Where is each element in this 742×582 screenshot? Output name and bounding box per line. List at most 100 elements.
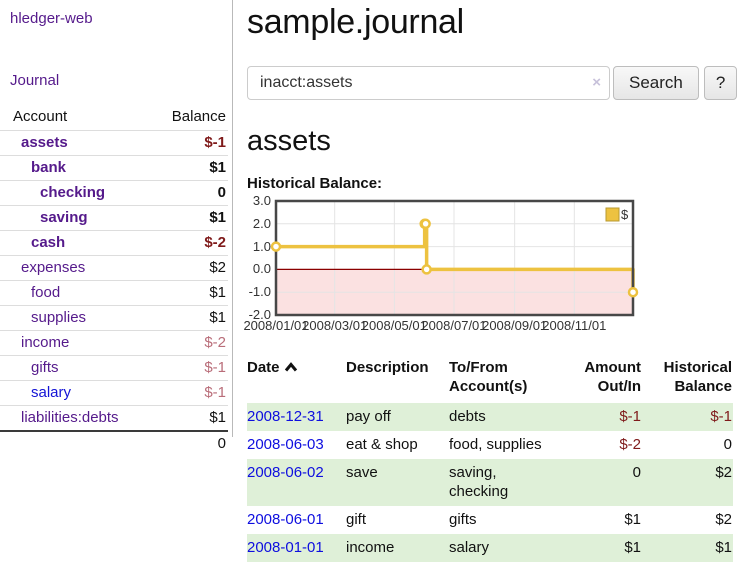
transaction-description: gift [346,511,367,528]
accounts-total-value: 0 [217,435,226,452]
register-header-row: Date Description To/From Account(s) Amou… [247,358,733,403]
account-row: assets $-1 [0,130,228,156]
accounts-table: Account Balance assets $-1 bank $1 checking 0… [0,104,228,456]
transaction-row: 2008-12-31 pay off debts $-1 $-1 [247,403,733,431]
account-row: supplies $1 [0,305,228,331]
x-axis-tick-label: 2008/07/01 [421,318,487,333]
account-balance: $-1 [204,384,226,401]
x-axis-tick-label: 2008/05/01 [361,318,427,333]
transaction-amount: 0 [632,464,641,481]
accounts-header-row: Account Balance [0,104,228,131]
account-link-supplies[interactable]: supplies [31,309,87,326]
account-row: liabilities:debts $1 [0,405,228,432]
account-row: bank $1 [0,155,228,181]
transaction-row: 2008-06-01 gift gifts $1 $2 [247,506,733,534]
account-link-gifts[interactable]: gifts [31,359,59,376]
account-balance: $-1 [204,359,226,376]
transaction-row: 2008-06-03 eat & shop food, supplies $-2 0 [247,431,733,459]
account-link-cash[interactable]: cash [31,234,66,251]
account-link-income[interactable]: income [21,334,70,351]
clear-search-icon[interactable]: × [592,74,601,91]
y-axis-tick-label: 0.0 [252,261,271,277]
transaction-description: save [346,464,378,481]
historical-balance-chart: $ 3.0 2.0 1.0 0.0 -1.0 -2.0 2008/01/01 2008/03/… [243,193,733,339]
register-header-balance: Historical Balance [663,359,732,395]
transaction-balance: $1 [715,539,732,556]
transaction-description: pay off [346,408,391,425]
account-balance: $-2 [204,334,226,351]
account-heading: assets [247,125,331,157]
page-title: sample.journal [247,3,464,41]
x-axis-tick-label: 2008/01/01 [243,318,309,333]
y-axis-tick-label: -2.0 [248,307,271,322]
transaction-accounts: food, supplies [449,436,542,453]
transaction-date-link[interactable]: 2008-06-03 [247,436,324,453]
register-table: Date Description To/From Account(s) Amou… [247,358,733,562]
x-axis-tick-label: 2008/03/01 [302,318,368,333]
transaction-description: income [346,539,395,556]
y-axis-tick-label: 1.0 [252,238,271,254]
transaction-balance: $2 [715,511,732,528]
account-link-saving[interactable]: saving [40,209,88,226]
transaction-balance: $2 [715,464,732,481]
chart-plot-area: $ [270,199,639,317]
account-link-salary[interactable]: salary [31,384,72,401]
account-row: expenses $2 [0,255,228,281]
help-button[interactable]: ? [703,66,738,100]
search-form: × Search ? [247,66,738,100]
register-header-amount: Amount Out/In [584,359,641,395]
chart-title: Historical Balance: [247,175,383,192]
sort-ascending-icon [284,358,298,377]
account-link-food[interactable]: food [31,284,61,301]
transaction-date-link[interactable]: 2008-01-01 [247,539,324,556]
transaction-balance: 0 [723,436,732,453]
transaction-amount: $1 [624,539,641,556]
accounts-total-row: 0 [0,431,228,456]
account-balance: $1 [209,284,226,301]
register-header-date[interactable]: Date [247,358,346,403]
account-link-expenses[interactable]: expenses [21,259,86,276]
account-row: income $-2 [0,330,228,356]
account-row: saving $1 [0,205,228,231]
accounts-header-balance: Balance [171,108,226,125]
account-balance: $-2 [204,234,226,251]
account-balance: $1 [209,209,226,226]
transaction-amount: $-2 [619,436,641,453]
y-axis-tick-label: -1.0 [248,284,271,300]
y-axis-tick-label: 3.0 [252,193,271,208]
search-input[interactable] [247,66,610,100]
main-content: sample.journal × Search ? assets Histori… [233,0,741,562]
transaction-date-link[interactable]: 2008-06-01 [247,511,324,528]
transaction-amount: $-1 [619,408,641,425]
x-axis-tick-label: 2008/11/01 [542,318,607,333]
transaction-accounts: gifts [449,511,477,528]
transaction-row: 2008-01-01 income salary $1 $1 [247,534,733,562]
transaction-date-link[interactable]: 2008-06-02 [247,464,324,481]
accounts-header-account: Account [13,108,68,125]
sidebar: hledger-web Journal Account Balance asse… [0,0,233,452]
account-balance: $2 [209,259,226,276]
transaction-accounts: salary [449,539,490,556]
account-link-bank[interactable]: bank [31,159,67,176]
transaction-date-link[interactable]: 2008-12-31 [247,408,324,425]
account-balance: 0 [217,184,226,201]
account-link-checking[interactable]: checking [40,184,106,201]
transaction-row: 2008-06-02 save saving, checking 0 $2 [247,459,733,506]
account-balance: $1 [209,309,226,326]
transaction-description: eat & shop [346,436,418,453]
account-balance: $1 [209,159,226,176]
search-button[interactable]: Search [613,66,699,100]
account-row: checking 0 [0,180,228,206]
account-link-liabilities-debts[interactable]: liabilities:debts [21,409,119,426]
search-input-wrap: × [247,66,610,100]
sidebar-item-journal[interactable]: Journal [10,72,60,89]
account-balance: $1 [209,409,226,426]
brand-link[interactable]: hledger-web [10,10,93,27]
transaction-balance: $-1 [710,408,732,425]
y-axis-tick-label: 2.0 [252,215,271,231]
account-link-assets[interactable]: assets [21,134,68,151]
account-balance: $-1 [204,134,226,151]
transaction-amount: $1 [624,511,641,528]
account-row: food $1 [0,280,228,306]
register-header-accounts: To/From Account(s) [449,359,528,395]
